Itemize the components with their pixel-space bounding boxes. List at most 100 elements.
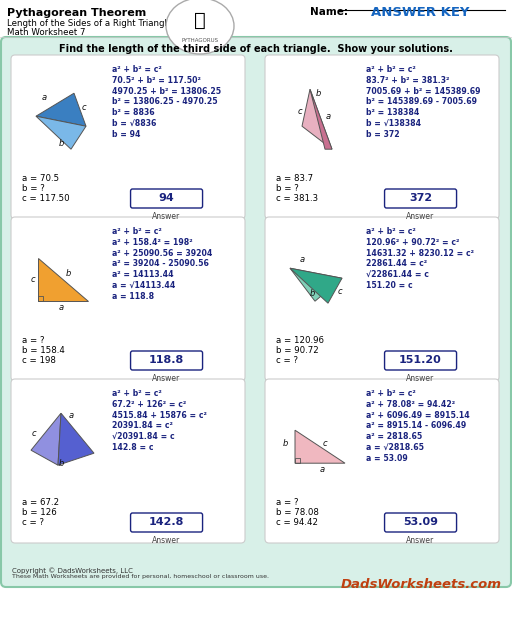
Text: a² + b² = c²: a² + b² = c² [366, 65, 416, 74]
Text: b² = 13806.25 - 4970.25: b² = 13806.25 - 4970.25 [112, 97, 218, 106]
Text: 151.20 = c: 151.20 = c [366, 281, 413, 290]
FancyBboxPatch shape [131, 513, 203, 532]
Polygon shape [302, 89, 332, 149]
Text: Answer: Answer [153, 212, 181, 221]
Text: c = ?: c = ? [22, 518, 44, 527]
Text: PYTHAGORUS: PYTHAGORUS [181, 38, 219, 43]
Text: b: b [66, 269, 71, 278]
Text: 372: 372 [409, 193, 432, 203]
Text: 70.5² + b² = 117.50²: 70.5² + b² = 117.50² [112, 76, 201, 84]
Text: a² + b² = c²: a² + b² = c² [366, 389, 416, 398]
Text: Name:: Name: [310, 7, 348, 17]
Text: 94: 94 [159, 193, 175, 203]
Text: a = 118.8: a = 118.8 [112, 292, 154, 301]
Text: 20391.84 = c²: 20391.84 = c² [112, 421, 173, 430]
Text: a² + 78.08² = 94.42²: a² + 78.08² = 94.42² [366, 400, 455, 409]
Text: c: c [31, 275, 35, 284]
Text: 4970.25 + b² = 13806.25: 4970.25 + b² = 13806.25 [112, 86, 221, 95]
Text: 53.09: 53.09 [403, 517, 438, 527]
Text: a: a [69, 411, 74, 420]
Text: b: b [58, 459, 63, 468]
Text: b = 94: b = 94 [112, 130, 140, 139]
Text: a² = 14113.44: a² = 14113.44 [112, 270, 174, 279]
Text: √20391.84 = c: √20391.84 = c [112, 432, 175, 441]
Polygon shape [31, 413, 61, 465]
Text: a² + b² = c²: a² + b² = c² [112, 65, 162, 74]
Text: Answer: Answer [407, 374, 435, 383]
Text: b = √138384: b = √138384 [366, 119, 421, 128]
Text: b = 78.08: b = 78.08 [276, 508, 319, 517]
Text: These Math Worksheets are provided for personal, homeschool or classroom use.: These Math Worksheets are provided for p… [12, 574, 269, 579]
Text: a² + 158.4² = 198²: a² + 158.4² = 198² [112, 238, 193, 247]
Text: a = √2818.65: a = √2818.65 [366, 443, 424, 452]
Text: a = 70.5: a = 70.5 [22, 174, 59, 183]
Text: a = 53.09: a = 53.09 [366, 454, 408, 463]
Text: a² + b² = c²: a² + b² = c² [112, 389, 162, 398]
Text: 22861.44 = c²: 22861.44 = c² [366, 259, 427, 268]
Text: Answer: Answer [407, 212, 435, 221]
Text: 142.8 = c: 142.8 = c [112, 443, 154, 452]
Ellipse shape [166, 0, 234, 54]
Text: c = ?: c = ? [276, 356, 298, 365]
Text: c: c [32, 429, 36, 438]
Text: ANSWER KEY: ANSWER KEY [371, 6, 470, 19]
Text: a = ?: a = ? [276, 498, 298, 507]
Text: 👤: 👤 [194, 10, 206, 29]
Text: c = 117.50: c = 117.50 [22, 194, 70, 203]
FancyBboxPatch shape [385, 351, 457, 370]
Text: a = ?: a = ? [22, 336, 45, 345]
FancyBboxPatch shape [265, 55, 499, 219]
Text: a = 83.7: a = 83.7 [276, 174, 313, 183]
Polygon shape [38, 258, 88, 301]
FancyBboxPatch shape [265, 217, 499, 381]
Polygon shape [36, 116, 86, 149]
Text: a² = 8915.14 - 6096.49: a² = 8915.14 - 6096.49 [366, 421, 466, 430]
FancyBboxPatch shape [131, 189, 203, 208]
Text: 67.2² + 126² = c²: 67.2² + 126² = c² [112, 400, 186, 409]
Text: b = 372: b = 372 [366, 130, 400, 139]
Text: c = 198: c = 198 [22, 356, 56, 365]
Text: b = ?: b = ? [22, 184, 45, 193]
FancyBboxPatch shape [11, 55, 245, 219]
Text: Math Worksheet 7: Math Worksheet 7 [7, 28, 86, 37]
FancyBboxPatch shape [385, 189, 457, 208]
Text: c = 94.42: c = 94.42 [276, 518, 318, 527]
Text: Answer: Answer [407, 536, 435, 545]
FancyBboxPatch shape [131, 351, 203, 370]
Text: 118.8: 118.8 [149, 355, 184, 365]
Text: 151.20: 151.20 [399, 355, 442, 365]
Polygon shape [58, 413, 94, 465]
Text: b = 158.4: b = 158.4 [22, 346, 65, 355]
Text: b: b [309, 289, 315, 298]
Text: DadsWorksheets.com: DadsWorksheets.com [341, 578, 502, 591]
Polygon shape [310, 89, 332, 149]
Text: Find the length of the third side of each triangle.  Show your solutions.: Find the length of the third side of eac… [59, 44, 453, 54]
Polygon shape [36, 93, 86, 126]
FancyBboxPatch shape [385, 513, 457, 532]
Text: a = √14113.44: a = √14113.44 [112, 281, 176, 290]
Text: b = ?: b = ? [276, 184, 298, 193]
Text: 14631.32 + 8230.12 = c²: 14631.32 + 8230.12 = c² [366, 248, 474, 257]
Text: 142.8: 142.8 [149, 517, 184, 527]
Text: b: b [58, 139, 63, 148]
FancyBboxPatch shape [11, 379, 245, 543]
Text: a² + 6096.49 = 8915.14: a² + 6096.49 = 8915.14 [366, 411, 470, 420]
Text: √22861.44 = c: √22861.44 = c [366, 270, 429, 279]
Text: c: c [338, 287, 343, 296]
Text: 83.7² + b² = 381.3²: 83.7² + b² = 381.3² [366, 76, 450, 84]
Text: c: c [323, 438, 327, 448]
Text: Answer: Answer [153, 374, 181, 383]
Text: a = 67.2: a = 67.2 [22, 498, 59, 507]
Text: a: a [319, 465, 325, 474]
Text: c: c [82, 102, 87, 112]
Text: a: a [326, 112, 331, 121]
Text: a: a [58, 303, 63, 312]
Text: Copyright © DadsWorksheets, LLC: Copyright © DadsWorksheets, LLC [12, 567, 133, 573]
Text: a² + b² = c²: a² + b² = c² [112, 227, 162, 236]
Text: a² = 2818.65: a² = 2818.65 [366, 432, 422, 441]
Text: Pythagorean Theorem: Pythagorean Theorem [7, 8, 146, 18]
Polygon shape [290, 268, 342, 303]
Text: a² + 25090.56 = 39204: a² + 25090.56 = 39204 [112, 248, 212, 257]
Text: c: c [297, 107, 302, 116]
Text: b = √8836: b = √8836 [112, 119, 156, 128]
